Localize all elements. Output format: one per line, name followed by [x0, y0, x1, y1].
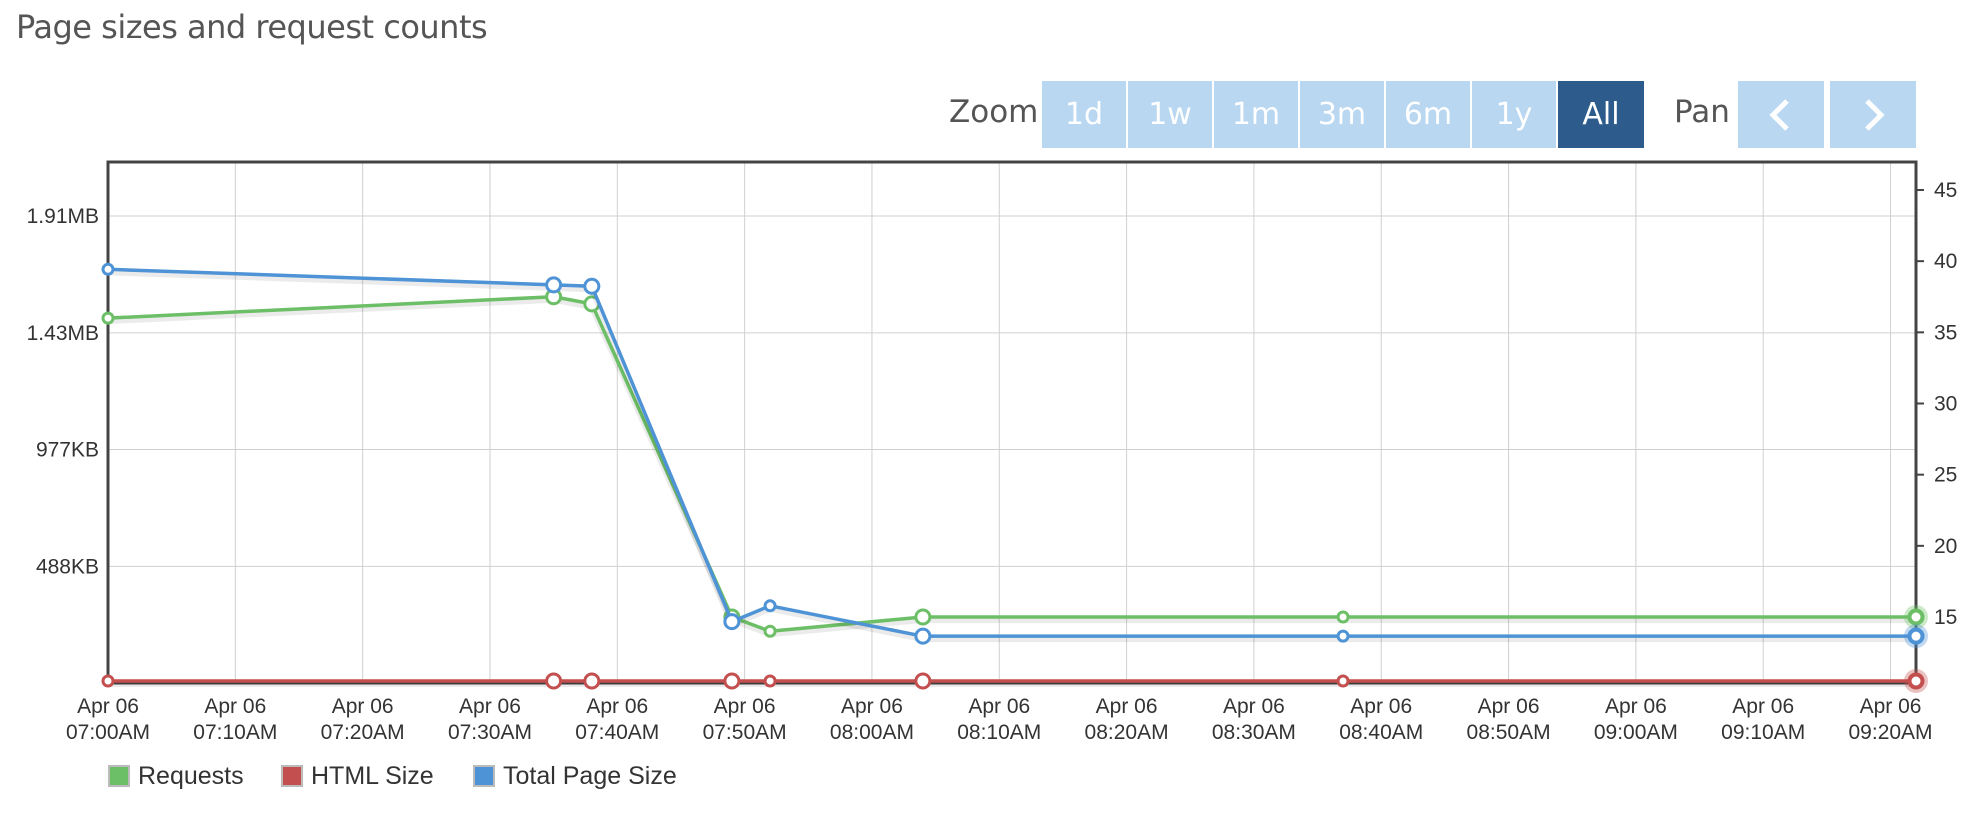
data-point-html-size — [723, 672, 741, 690]
y-left-tick-label: 1.91MB — [27, 205, 99, 228]
y-right-tick-label: 45 — [1934, 179, 1957, 202]
x-tick-label-time: 09:00AM — [1594, 721, 1678, 744]
legend-item-total-page-size[interactable]: Total Page Size — [473, 761, 677, 791]
x-tick-label-date: Apr 06 — [459, 695, 521, 718]
x-tick-label-date: Apr 06 — [204, 695, 266, 718]
series-shadow — [107, 296, 1916, 638]
data-point-last — [1908, 628, 1924, 644]
data-point-total-page-size — [545, 276, 563, 294]
data-point-html-size — [583, 672, 601, 690]
y-right-tick-label: 40 — [1934, 250, 1957, 273]
x-tick-label-time: 07:50AM — [703, 721, 787, 744]
legend-item-html-size[interactable]: HTML Size — [281, 761, 434, 791]
x-tick-label-time: 08:10AM — [957, 721, 1041, 744]
y-right-tick-label: 30 — [1934, 393, 1957, 416]
legend-swatch-total-page-size — [473, 765, 495, 787]
x-tick-label-time: 08:50AM — [1467, 721, 1551, 744]
data-point-total-page-size — [583, 277, 601, 295]
legend-label-html-size: HTML Size — [311, 761, 434, 790]
x-tick-label-date: Apr 06 — [1605, 695, 1667, 718]
zoom-button-1d[interactable]: 1d — [1042, 81, 1126, 148]
x-tick-label-date: Apr 06 — [1096, 695, 1158, 718]
data-point-total-page-size — [101, 262, 115, 276]
pan-right-button[interactable] — [1830, 81, 1916, 148]
zoom-button-1w[interactable]: 1w — [1128, 81, 1212, 148]
plot-frame — [106, 160, 1918, 685]
legend-swatch-html-size — [281, 765, 303, 787]
x-tick-label-date: Apr 06 — [1732, 695, 1794, 718]
x-tick-label-date: Apr 06 — [586, 695, 648, 718]
series-line-requests — [107, 295, 1916, 633]
x-tick-label-date: Apr 06 — [968, 695, 1030, 718]
data-point-requests — [763, 624, 777, 638]
data-point-requests — [101, 311, 115, 325]
pan-left-button[interactable] — [1738, 81, 1824, 148]
series-line-total-page-size — [107, 267, 1916, 638]
x-tick-label-time: 08:00AM — [830, 721, 914, 744]
series-shadow — [107, 269, 1916, 643]
y-right-tick-label: 25 — [1934, 464, 1957, 487]
x-tick-label-date: Apr 06 — [1223, 695, 1285, 718]
zoom-button-all[interactable]: All — [1558, 81, 1644, 148]
x-tick-label-time: 07:30AM — [448, 721, 532, 744]
legend-label-requests: Requests — [138, 761, 244, 790]
data-point-html-size — [101, 674, 115, 688]
x-tick-label-date: Apr 06 — [1860, 695, 1922, 718]
x-tick-label-time: 07:40AM — [575, 721, 659, 744]
data-point-total-page-size — [723, 613, 741, 631]
x-tick-label-date: Apr 06 — [1350, 695, 1412, 718]
zoom-button-3m[interactable]: 3m — [1300, 81, 1384, 148]
y-left-tick-label: 977KB — [36, 439, 99, 462]
x-tick-label-date: Apr 06 — [77, 695, 139, 718]
data-point-html-size — [1336, 674, 1350, 688]
data-point-html-size — [763, 674, 777, 688]
y-right-tick-label: 20 — [1934, 535, 1957, 558]
y-right-tick-label: 15 — [1934, 606, 1957, 629]
x-tick-label-time: 09:20AM — [1849, 721, 1933, 744]
x-tick-label-date: Apr 06 — [714, 695, 776, 718]
zoom-button-6m[interactable]: 6m — [1386, 81, 1470, 148]
x-tick-label-time: 07:20AM — [321, 721, 405, 744]
data-point-html-size — [545, 672, 563, 690]
data-point-last — [1908, 609, 1924, 625]
chevron-left-icon — [1769, 98, 1789, 131]
x-tick-label-time: 07:00AM — [66, 721, 150, 744]
data-point-total-page-size — [1336, 629, 1350, 643]
data-point-total-page-size — [763, 599, 777, 613]
x-tick-label-date: Apr 06 — [1478, 695, 1540, 718]
data-point-last — [1908, 673, 1924, 689]
legend-label-total-page-size: Total Page Size — [503, 761, 677, 790]
data-point-requests — [914, 608, 932, 626]
data-point-requests — [1336, 610, 1350, 624]
data-point-total-page-size — [914, 627, 932, 645]
y-left-tick-label: 1.43MB — [27, 322, 99, 345]
zoom-button-1m[interactable]: 1m — [1214, 81, 1298, 148]
zoom-label: Zoom — [949, 94, 1039, 130]
legend-item-requests[interactable]: Requests — [108, 761, 244, 791]
legend-swatch-requests — [108, 765, 130, 787]
x-tick-label-time: 07:10AM — [193, 721, 277, 744]
y-left-tick-label: 488KB — [36, 555, 99, 578]
x-tick-label-date: Apr 06 — [841, 695, 903, 718]
x-tick-label-time: 09:10AM — [1721, 721, 1805, 744]
chevron-right-icon — [1865, 98, 1885, 131]
zoom-button-1y[interactable]: 1y — [1472, 81, 1556, 148]
y-right-tick-label: 35 — [1934, 321, 1957, 344]
pan-label: Pan — [1674, 94, 1730, 130]
x-tick-label-time: 08:40AM — [1339, 721, 1423, 744]
x-tick-label-time: 08:20AM — [1085, 721, 1169, 744]
page-title: Page sizes and request counts — [16, 8, 488, 46]
data-point-html-size — [914, 672, 932, 690]
x-tick-label-time: 08:30AM — [1212, 721, 1296, 744]
x-tick-label-date: Apr 06 — [332, 695, 394, 718]
